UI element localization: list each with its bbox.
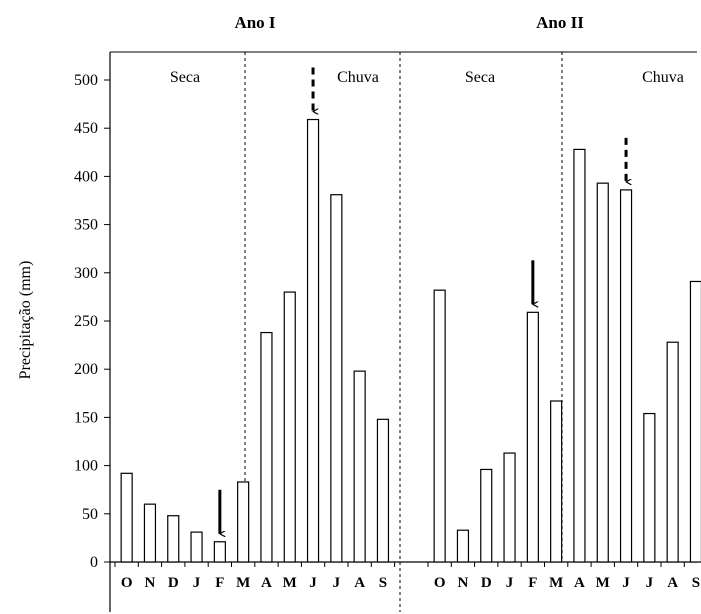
month-label: N (458, 575, 469, 591)
panel-1-season-rain-label: Chuva (337, 69, 379, 86)
bar-panel2-0 (433, 289, 446, 563)
bar-panel1-8 (306, 118, 320, 563)
y-tick-label: 450 (74, 120, 98, 137)
panel-1-title: Ano I (234, 13, 275, 32)
month-label: A (667, 575, 678, 591)
month-label: J (622, 575, 630, 591)
month-label: S (379, 575, 387, 591)
y-axis-label: Precipitação (mm) (17, 261, 34, 380)
arrows-layer (218, 67, 626, 534)
y-tick-label: 500 (74, 72, 98, 89)
bar-panel2-6 (573, 148, 586, 563)
y-tick-label: 350 (74, 217, 98, 234)
month-label: J (646, 575, 654, 591)
bar-panel1-11 (376, 418, 390, 563)
month-label: N (145, 575, 156, 591)
month-label: J (333, 575, 341, 591)
bar-panel2-7 (596, 182, 609, 563)
month-label: M (283, 575, 297, 591)
bar-panel1-7 (283, 291, 296, 563)
month-label: F (215, 575, 224, 591)
bar-panel2-2 (480, 468, 493, 563)
panel-2-season-rain-label: Chuva (642, 69, 684, 86)
month-label: D (168, 575, 179, 591)
month-label: O (121, 575, 133, 591)
month-label: M (549, 575, 563, 591)
bar-panel1-1 (143, 503, 157, 563)
y-tick-label: 200 (74, 361, 98, 378)
month-label: O (434, 575, 446, 591)
bar-panel1-3 (190, 531, 203, 563)
bar-panel1-9 (330, 194, 343, 563)
y-tick-label: 150 (74, 409, 98, 426)
y-tick-label: 100 (74, 458, 98, 475)
month-label: J (309, 575, 317, 591)
bar-panel2-10 (666, 341, 679, 563)
bar-panel2-5 (550, 400, 563, 563)
month-label: S (692, 575, 700, 591)
month-label: M (236, 575, 250, 591)
bar-panel1-10 (353, 370, 366, 563)
month-label: J (506, 575, 514, 591)
y-tick-label: 400 (74, 168, 98, 185)
panel-1-season-dry-label: Seca (170, 69, 200, 86)
axes-layer (104, 51, 697, 612)
y-tick-label: 250 (74, 313, 98, 330)
month-label: M (596, 575, 610, 591)
bar-panel2-3 (503, 452, 516, 563)
month-label: F (528, 575, 537, 591)
bars-layer (120, 118, 701, 563)
month-label: A (261, 575, 272, 591)
y-tick-label: 50 (82, 506, 98, 523)
bar-panel2-11 (689, 280, 701, 563)
panel-2-season-dry-label: Seca (465, 69, 495, 86)
bar-panel1-4 (213, 541, 226, 563)
bar-panel2-4 (526, 311, 539, 563)
bar-panel1-0 (120, 472, 133, 563)
panel-2-title: Ano II (536, 13, 584, 32)
month-label: D (481, 575, 492, 591)
month-label: J (193, 575, 201, 591)
y-tick-label: 300 (74, 265, 98, 282)
y-tick-label: 0 (90, 554, 98, 571)
bar-panel2-8 (619, 189, 633, 563)
bar-panel2-1 (456, 529, 470, 563)
bar-panel1-5 (237, 481, 250, 563)
bar-panel1-6 (260, 331, 273, 563)
month-label: A (574, 575, 585, 591)
bar-panel2-9 (643, 412, 656, 563)
bar-panel1-2 (167, 515, 180, 563)
month-label: A (354, 575, 365, 591)
